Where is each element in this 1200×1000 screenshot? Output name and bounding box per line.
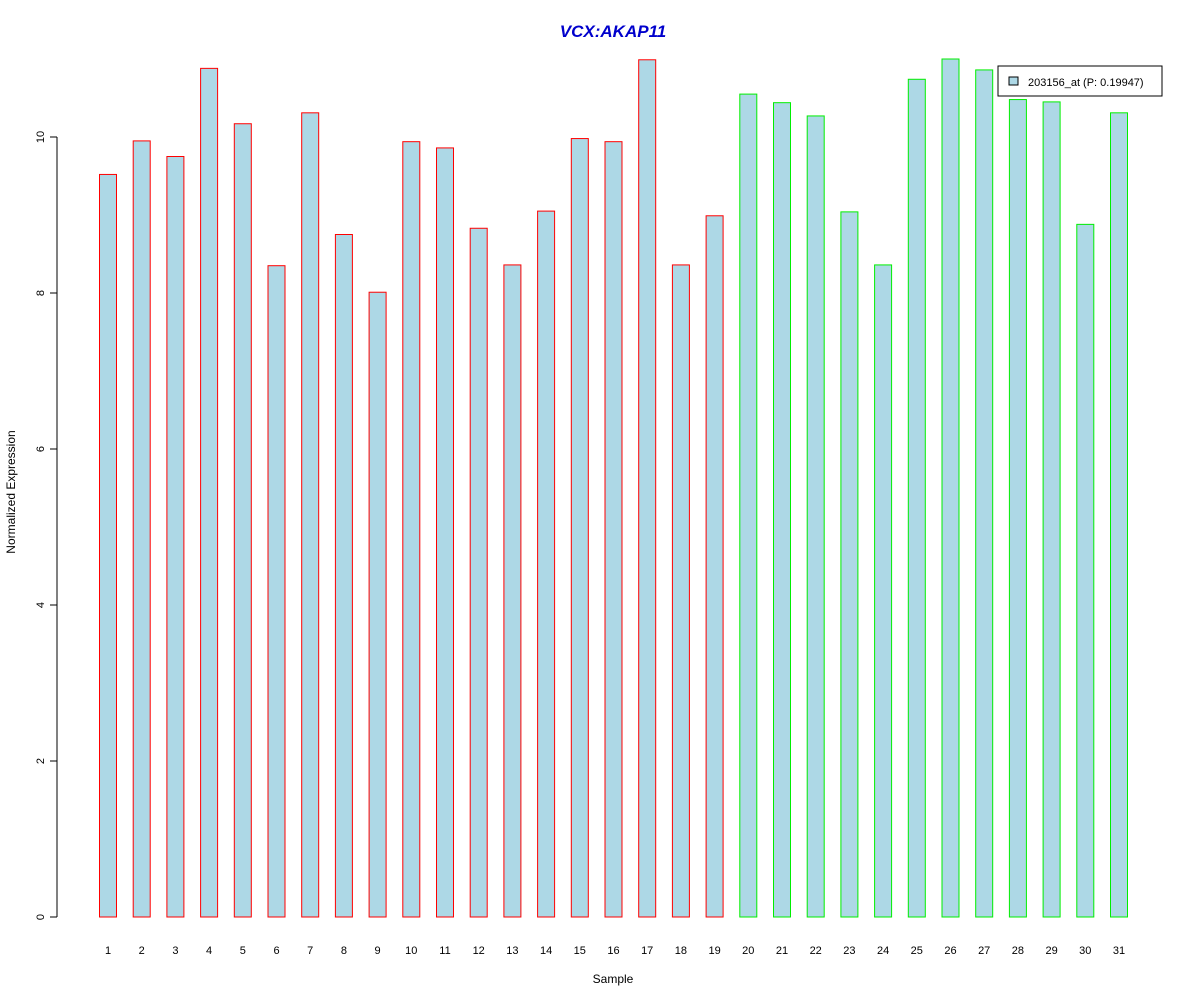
x-tick-label: 7 [307,945,313,957]
bar [705,215,724,918]
x-tick-label: 4 [206,945,212,957]
x-tick-label: 2 [139,945,145,957]
bar [537,210,556,918]
bar [469,227,488,918]
x-tick-label: 6 [273,945,279,957]
legend-label: 203156_at (P: 0.19947) [1028,77,1144,89]
x-tick-label: 1 [105,945,111,957]
bar [334,234,353,918]
legend: 203156_at (P: 0.19947) [997,65,1163,97]
y-axis-label: Normalized Expression [4,430,18,553]
x-tick-label: 11 [439,945,450,957]
bar [907,78,926,918]
x-tick-label: 25 [911,945,923,957]
bar [301,112,320,918]
x-tick-label: 31 [1113,945,1125,957]
bars [99,58,1128,918]
bar [604,141,623,918]
x-tick-label: 22 [810,945,822,957]
chart-title: VCX:AKAP11 [560,22,666,41]
bar [99,173,117,918]
y-tick-label: 4 [35,602,47,608]
y-axis: 0 2 4 6 8 10 [35,131,58,920]
x-tick-label: 18 [675,945,687,957]
bar [1008,99,1027,918]
bar [1110,112,1128,918]
y-tick-label: 10 [35,131,47,143]
y-tick-label: 6 [35,446,47,452]
x-tick-label: 12 [473,945,485,957]
bar [975,69,994,918]
x-tick-label: 27 [978,945,990,957]
x-tick-label: 9 [375,945,381,957]
x-tick-label: 5 [240,945,246,957]
x-tick-label: 19 [708,945,720,957]
bar [267,265,286,918]
x-tick-label: 10 [405,945,417,957]
bar [166,156,185,918]
x-tick-label: 14 [540,945,552,957]
bar [436,147,454,918]
bar [402,141,421,918]
x-tick-label: 30 [1079,945,1091,957]
bar [874,264,893,918]
y-tick-label: 2 [35,758,47,764]
x-tick-label: 23 [843,945,855,957]
x-tick-labels: 1 2 3 4 5 6 7 8 9 10 11 12 13 14 15 16 17 18 19 20 21 22 23 24 2… [105,945,1125,957]
x-tick-label: 24 [877,945,889,957]
x-tick-label: 16 [607,945,619,957]
x-tick-label: 26 [944,945,956,957]
bar [233,123,252,918]
bar [570,138,589,918]
x-tick-label: 29 [1045,945,1057,957]
x-tick-label: 8 [341,945,347,957]
bar [773,102,791,918]
bar [132,140,151,918]
x-tick-label: 13 [506,945,518,957]
bar [739,93,758,918]
x-tick-label: 15 [574,945,586,957]
y-tick-label: 0 [35,914,47,920]
bar [503,264,522,918]
bar [941,58,960,918]
bar [638,59,657,918]
legend-box [997,65,1163,97]
x-tick-label: 3 [172,945,178,957]
bar [200,67,219,918]
bar [671,264,690,918]
x-tick-label: 28 [1012,945,1024,957]
x-tick-label: 17 [641,945,653,957]
x-tick-label: 21 [776,945,788,957]
bar [840,211,859,918]
bar [1042,101,1061,918]
bar [1076,223,1095,918]
bar [806,115,825,918]
y-tick-label: 8 [35,290,47,296]
bar [368,291,387,918]
x-tick-label: 20 [742,945,754,957]
x-axis-label: Sample [593,972,634,986]
legend-swatch [1008,76,1019,86]
